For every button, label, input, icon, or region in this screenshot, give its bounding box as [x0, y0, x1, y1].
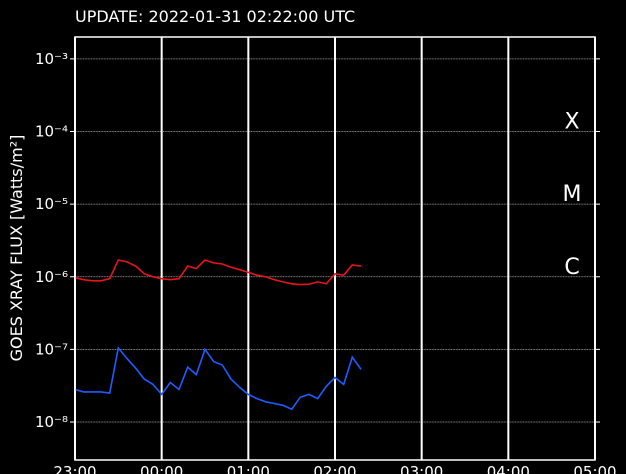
chart-title: UPDATE: 2022-01-31 02:22:00 UTC [75, 7, 355, 26]
series-line [74, 346, 362, 411]
x-tick-label: 04:00 [487, 463, 530, 474]
plot-frame [74, 36, 596, 461]
flare-class-label: C [564, 255, 579, 280]
x-tick-label: 05:00 [573, 463, 616, 474]
x-tick-label: 02:00 [313, 463, 356, 474]
y-tick-label: 10⁻⁸ [35, 413, 68, 431]
y-tick-label: 10⁻⁶ [35, 268, 68, 286]
y-axis-label: GOES XRAY FLUX [Watts/m²] [7, 135, 26, 362]
y-tick-label: 10⁻⁵ [35, 195, 68, 213]
flare-class-label: X [564, 109, 579, 134]
y-tick-label: 10⁻⁴ [35, 122, 68, 140]
x-tick-label: 23:00 [53, 463, 96, 474]
x-tick-label: 03:00 [400, 463, 443, 474]
y-tick-label: 10⁻³ [35, 50, 68, 68]
series-line [74, 259, 362, 286]
x-tick-label: 01:00 [227, 463, 270, 474]
flare-class-label: M [563, 182, 582, 207]
y-tick-label: 10⁻⁷ [35, 340, 68, 358]
x-tick-label: 00:00 [140, 463, 183, 474]
